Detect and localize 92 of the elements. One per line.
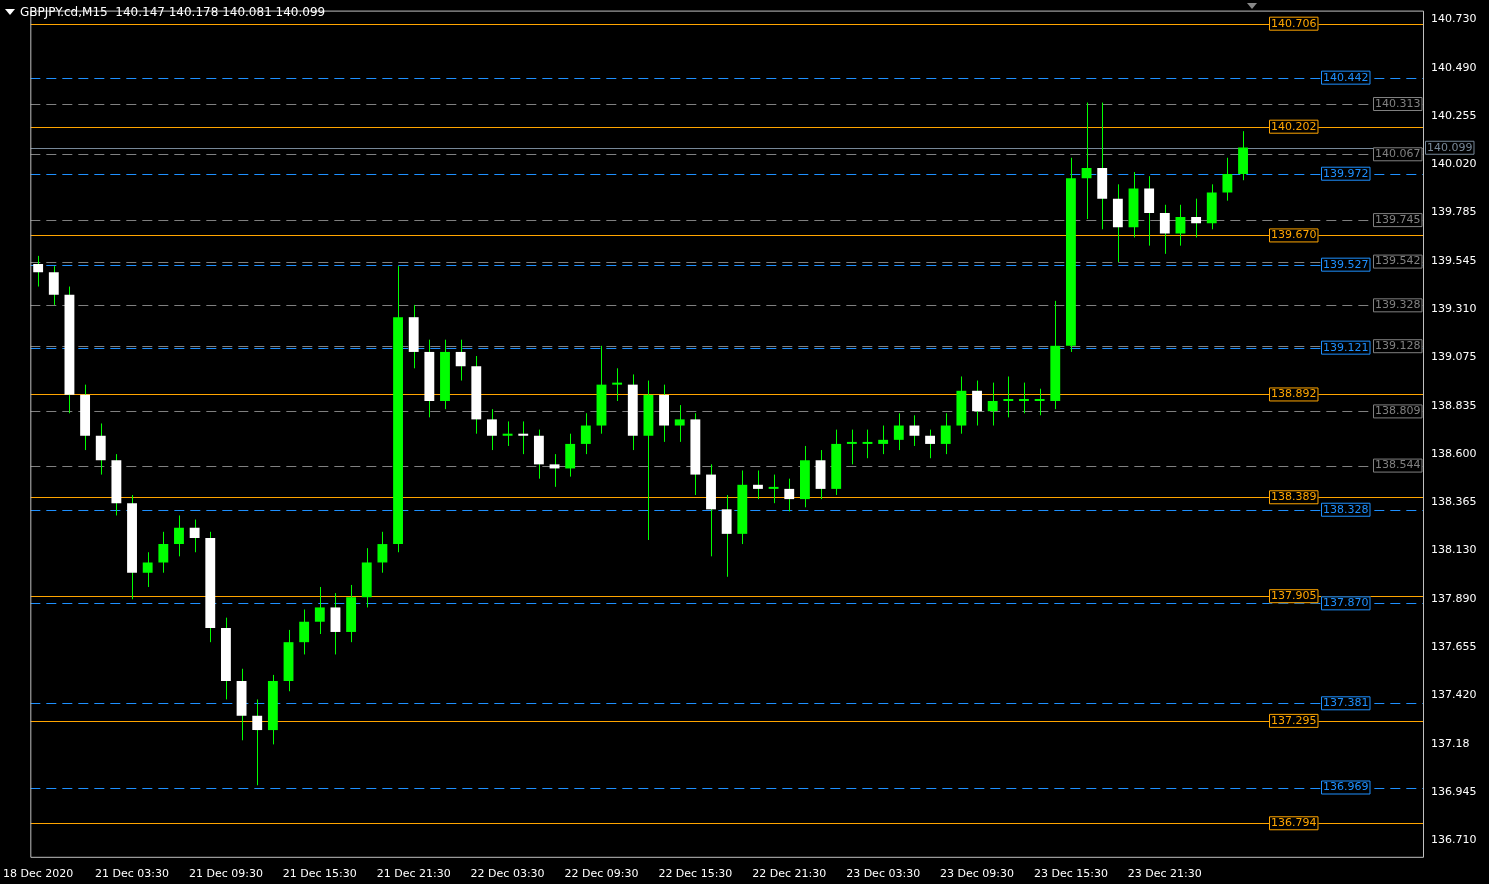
y-tick-label: 140.730 (1431, 11, 1477, 25)
ref-line-label: 139.972 (1323, 166, 1369, 180)
x-tick-label: 18 Dec 2020 (3, 867, 74, 881)
candlestick (580, 412, 591, 455)
candlestick (893, 412, 904, 451)
candlestick (940, 412, 951, 455)
x-tick-label: 23 Dec 21:30 (1127, 867, 1202, 881)
candlestick (1019, 382, 1029, 414)
x-tick-label: 21 Dec 03:30 (95, 867, 170, 881)
candlestick (784, 478, 795, 512)
candlestick (502, 420, 513, 447)
x-tick-label: 22 Dec 09:30 (564, 867, 639, 881)
ref-line-label: 139.542 (1375, 254, 1421, 268)
candlestick (925, 429, 936, 459)
candlestick (174, 514, 184, 557)
candlestick (987, 382, 998, 427)
candlestick (455, 339, 466, 382)
chart-title: GBPJPY.cd,M15 140.147 140.178 140.081 140.099 (20, 5, 326, 19)
candlestick (768, 474, 779, 504)
ref-line-label: 140.442 (1323, 70, 1369, 84)
y-tick-label: 139.545 (1431, 253, 1477, 267)
candlestick (377, 531, 388, 574)
ref-line-label: 138.892 (1271, 387, 1317, 401)
x-tick-label: 21 Dec 15:30 (282, 867, 357, 881)
candlestick (518, 420, 529, 455)
candlestick (549, 453, 560, 488)
candlestick (1003, 375, 1014, 418)
ref-line-label: 136.794 (1271, 816, 1317, 830)
ref-line-label: 139.128 (1375, 339, 1421, 353)
x-tick-label: 23 Dec 09:30 (940, 867, 1015, 881)
ref-line-label: 139.745 (1375, 212, 1421, 226)
candlestick (753, 469, 763, 500)
candlestick (314, 586, 325, 635)
candlestick (189, 519, 200, 553)
ref-line-label: 139.328 (1375, 298, 1421, 312)
ref-line-label: 138.389 (1271, 490, 1317, 504)
ref-line-label: 138.328 (1323, 502, 1369, 516)
candlestick (487, 408, 497, 451)
candlestick (612, 367, 623, 402)
candlestick (299, 608, 310, 655)
candlestick (33, 255, 44, 288)
candlestick (158, 531, 169, 574)
ref-line-label: 139.527 (1323, 257, 1369, 271)
y-tick-label: 139.310 (1431, 301, 1477, 315)
ref-line-label: 140.202 (1271, 119, 1317, 133)
ref-line-label: 137.295 (1271, 713, 1317, 727)
candlestick (862, 429, 873, 459)
y-tick-label: 137.655 (1431, 640, 1477, 654)
candlestick (1159, 204, 1170, 255)
ref-line-label: 138.544 (1375, 458, 1421, 472)
x-tick-label: 21 Dec 09:30 (188, 867, 263, 881)
y-tick-label: 140.020 (1431, 156, 1477, 170)
ref-line-label: 140.313 (1375, 96, 1421, 110)
ref-line-label: 137.381 (1323, 696, 1369, 710)
candlestick (252, 698, 263, 786)
candlestick (674, 404, 685, 443)
candlestick (846, 429, 857, 465)
ref-line-label: 140.099 (1427, 140, 1473, 154)
candlestick (1222, 157, 1233, 202)
y-tick-label: 140.490 (1431, 60, 1477, 74)
y-tick-label: 137.890 (1431, 592, 1477, 606)
candlestick (142, 551, 153, 588)
ref-line-label: 137.870 (1323, 596, 1369, 610)
y-tick-label: 136.945 (1431, 785, 1477, 799)
y-tick-label: 138.365 (1431, 495, 1477, 509)
ref-line-label: 138.809 (1375, 404, 1421, 418)
x-tick-label: 22 Dec 21:30 (752, 867, 827, 881)
candlestick (48, 265, 59, 306)
candlestick (878, 425, 889, 455)
ref-line-label: 136.969 (1323, 780, 1369, 794)
y-tick-label: 138.835 (1431, 398, 1477, 412)
ref-line-label: 139.121 (1323, 340, 1369, 354)
ref-line-label: 137.905 (1271, 589, 1317, 603)
candlestick (1034, 388, 1045, 416)
ref-line-label: 140.067 (1375, 147, 1421, 161)
y-tick-label: 137.420 (1431, 688, 1477, 702)
y-tick-label: 138.600 (1431, 447, 1477, 460)
ref-line-label: 140.706 (1271, 16, 1317, 30)
y-tick-label: 137.18 (1431, 737, 1470, 751)
y-tick-label: 138.130 (1431, 543, 1477, 557)
x-tick-label: 21 Dec 21:30 (376, 867, 451, 881)
y-tick-label: 140.255 (1431, 108, 1477, 122)
y-tick-label: 139.075 (1431, 349, 1477, 363)
x-tick-label: 23 Dec 03:30 (846, 867, 921, 881)
candlestick (972, 380, 982, 427)
x-tick-label: 22 Dec 15:30 (658, 867, 733, 881)
ref-line-label: 139.670 (1271, 228, 1317, 242)
x-tick-label: 22 Dec 03:30 (470, 867, 545, 881)
x-tick-label: 23 Dec 15:30 (1033, 867, 1108, 881)
y-tick-label: 139.785 (1431, 204, 1477, 218)
candlestick (1191, 198, 1202, 238)
y-tick-label: 136.710 (1431, 833, 1477, 847)
